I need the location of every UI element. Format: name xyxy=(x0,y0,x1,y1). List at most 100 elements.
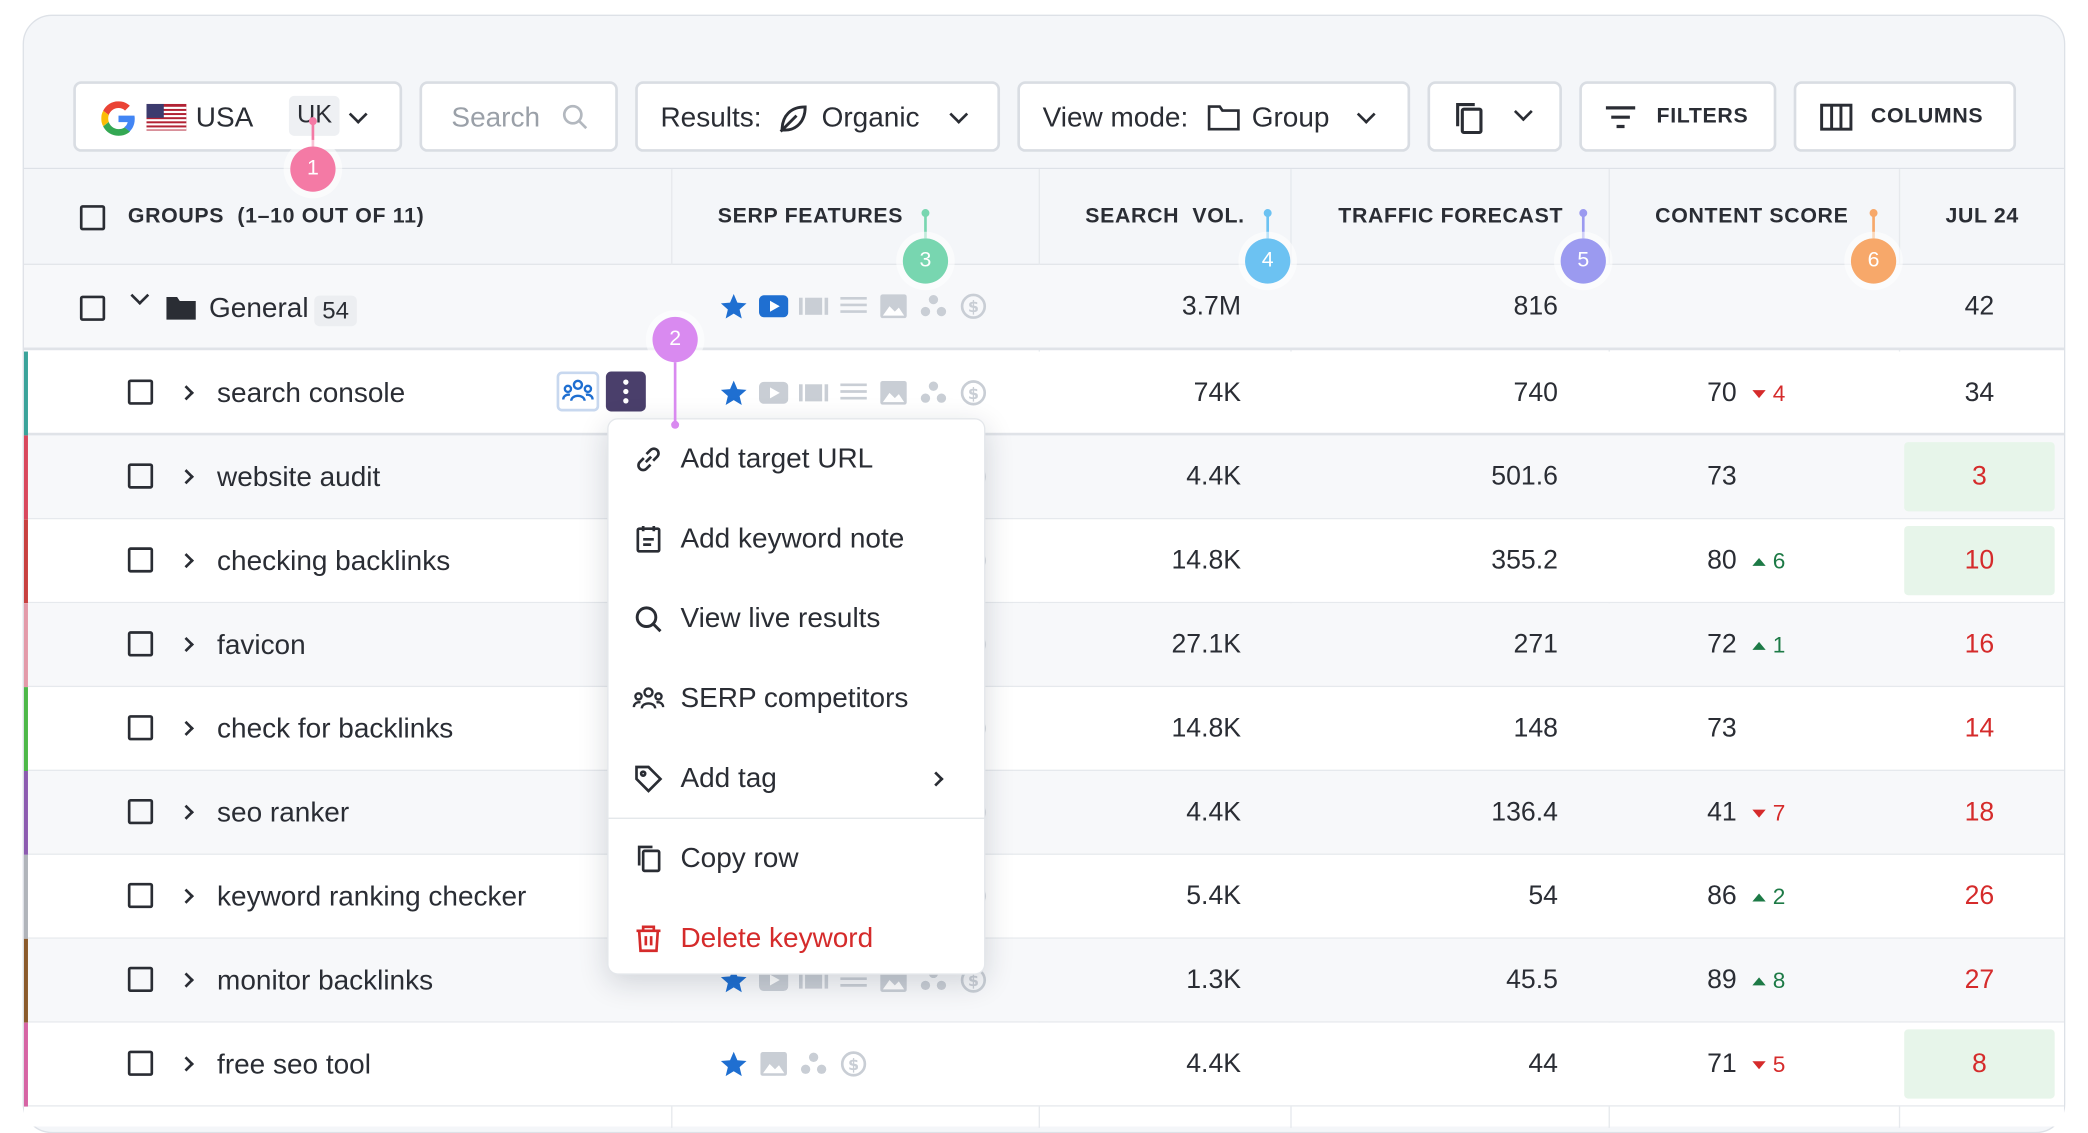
column-traffic-forecast[interactable]: TRAFFIC FORECAST xyxy=(1338,205,1564,228)
chevron-right-icon[interactable] xyxy=(178,888,194,904)
marker-1: 1 xyxy=(290,117,336,192)
table-row[interactable]: check for backlinks $ 14.8K 148 73 14 xyxy=(23,687,2064,771)
table-row[interactable]: free seo tool $ 4.4K 44 71 5 8 xyxy=(23,1022,2064,1107)
row-checkbox[interactable] xyxy=(127,547,154,573)
content-score-value: 41 xyxy=(1707,797,1737,827)
chevron-right-icon[interactable] xyxy=(178,469,194,485)
chevron-down-icon[interactable] xyxy=(130,286,150,306)
keyword-text[interactable]: keyword ranking checker xyxy=(217,880,527,912)
ads-icon: $ xyxy=(959,292,988,321)
menu-item-add-tag[interactable]: Add tag xyxy=(609,739,987,819)
chevron-right-icon[interactable] xyxy=(178,385,194,401)
date-position: 18 xyxy=(1964,796,1995,827)
row-checkbox[interactable] xyxy=(127,631,154,657)
menu-item-copy-row[interactable]: Copy row xyxy=(609,819,987,899)
chevron-right-icon[interactable] xyxy=(178,1056,194,1072)
keyword-text[interactable]: monitor backlinks xyxy=(217,964,434,996)
group-row[interactable]: General 54 $ 3.7M 816 42 xyxy=(23,264,2064,351)
filter-icon xyxy=(1605,104,1637,137)
row-color-bar xyxy=(23,770,28,855)
column-content-score[interactable]: CONTENT SCORE xyxy=(1655,205,1849,228)
menu-label: Copy row xyxy=(680,842,799,874)
date-position: 3 xyxy=(1904,442,2055,512)
chevron-right-icon[interactable] xyxy=(178,804,194,820)
competitors-button[interactable] xyxy=(556,371,600,412)
keyword-text[interactable]: website audit xyxy=(217,461,381,493)
svg-text:$: $ xyxy=(968,297,979,316)
chevron-right-icon[interactable] xyxy=(178,636,194,653)
keyword-table: GROUPS (1–10 OUT OF 11) SERP FEATURES SE… xyxy=(23,167,2064,1128)
view-mode-label: View mode: xyxy=(1042,102,1189,134)
copy-dropdown-button[interactable] xyxy=(1427,81,1562,152)
chevron-down-icon xyxy=(1513,102,1533,122)
row-checkbox[interactable] xyxy=(127,798,154,825)
table-row[interactable]: search console $ 74K 740 70 4 34 xyxy=(23,351,2064,436)
row-checkbox[interactable] xyxy=(127,715,154,741)
chevron-right-icon[interactable] xyxy=(178,972,194,988)
keyword-text[interactable]: checking backlinks xyxy=(217,545,451,576)
marker-6: 6 xyxy=(1850,209,1897,284)
results-select[interactable]: Results: Organic xyxy=(635,81,1001,152)
marker-3: 3 xyxy=(902,209,949,284)
chevron-right-icon[interactable] xyxy=(178,553,194,569)
table-row[interactable]: favicon $ 27.1K 271 721 16 xyxy=(23,603,2064,688)
group-checkbox[interactable] xyxy=(79,295,106,321)
columns-button[interactable]: COLUMNS xyxy=(1793,81,2017,152)
star-icon xyxy=(719,378,748,407)
table-row[interactable]: keyword ranking checker $ 5.4K 54 862 26 xyxy=(23,854,2064,939)
traffic-forecast: 54 xyxy=(1528,881,1558,911)
row-checkbox[interactable] xyxy=(127,1050,154,1076)
menu-item-add-target-url[interactable]: Add target URL xyxy=(609,419,987,499)
content-score-value: 71 xyxy=(1707,1049,1737,1079)
row-checkbox[interactable] xyxy=(127,463,154,489)
menu-label: Add tag xyxy=(680,763,777,794)
tag-icon xyxy=(633,763,665,795)
chevron-right-icon[interactable] xyxy=(178,720,194,736)
more-options-button[interactable] xyxy=(605,371,646,412)
search-input[interactable]: Search xyxy=(419,81,618,152)
score-change: 1 xyxy=(1752,632,1785,659)
date-position: 27 xyxy=(1964,964,1995,995)
column-serp-features[interactable]: SERP FEATURES xyxy=(717,205,904,228)
search-volume: 14.8K xyxy=(1171,713,1242,744)
filters-label: FILTERS xyxy=(1656,105,1749,128)
location-badge[interactable]: UK xyxy=(288,95,341,136)
keyword-text[interactable]: search console xyxy=(217,377,406,409)
select-all-checkbox[interactable] xyxy=(79,205,106,231)
table-row[interactable]: monitor backlinks $ 1.3K 45.5 89 8 27 xyxy=(23,938,2064,1023)
view-mode-select[interactable]: View mode: Group xyxy=(1017,81,1411,152)
score-change: 6 xyxy=(1752,548,1785,575)
date-position: 16 xyxy=(1964,629,1995,659)
content-score-value: 89 xyxy=(1707,965,1737,995)
menu-item-delete-keyword[interactable]: Delete keyword xyxy=(609,899,987,979)
content-score: 73 xyxy=(1675,687,1861,771)
row-color-bar xyxy=(23,938,28,1023)
row-checkbox[interactable] xyxy=(127,882,154,909)
keyword-text[interactable]: seo ranker xyxy=(217,796,350,828)
serp-features: $ xyxy=(719,1049,868,1078)
keyword-text[interactable]: favicon xyxy=(217,629,306,660)
svg-text:$: $ xyxy=(968,971,979,990)
score-change: 4 xyxy=(1752,380,1785,407)
row-checkbox[interactable] xyxy=(127,966,154,993)
menu-item-add-keyword-note[interactable]: Add keyword note xyxy=(609,499,987,579)
menu-item-view-live-results[interactable]: View live results xyxy=(609,579,987,659)
column-search-volume[interactable]: SEARCH VOL. xyxy=(1085,205,1245,228)
folder-icon xyxy=(1206,103,1241,140)
menu-item-serp-competitors[interactable]: SERP competitors xyxy=(609,659,987,739)
row-color-bar xyxy=(23,519,28,604)
menu-label: SERP competitors xyxy=(680,683,909,714)
table-row[interactable]: seo ranker $ 4.4K 136.4 417 18 xyxy=(23,770,2064,855)
column-groups[interactable]: GROUPS (1–10 OUT OF 11) xyxy=(127,205,425,228)
keyword-text[interactable]: check for backlinks xyxy=(217,713,454,744)
image-icon xyxy=(879,292,908,321)
chevron-right-icon xyxy=(928,771,944,787)
filters-button[interactable]: FILTERS xyxy=(1579,81,1777,152)
table-row[interactable]: website audit $ 4.4K 501.6 73 3 xyxy=(23,435,2064,520)
row-checkbox[interactable] xyxy=(127,379,154,405)
keyword-text[interactable]: free seo tool xyxy=(217,1048,371,1080)
google-icon xyxy=(101,101,136,144)
column-date[interactable]: JUL 24 xyxy=(1945,205,2019,228)
engine-location-select[interactable]: USA UK xyxy=(73,81,403,152)
table-row[interactable]: checking backlinks $ 14.8K 355.2 806 10 xyxy=(23,519,2064,604)
